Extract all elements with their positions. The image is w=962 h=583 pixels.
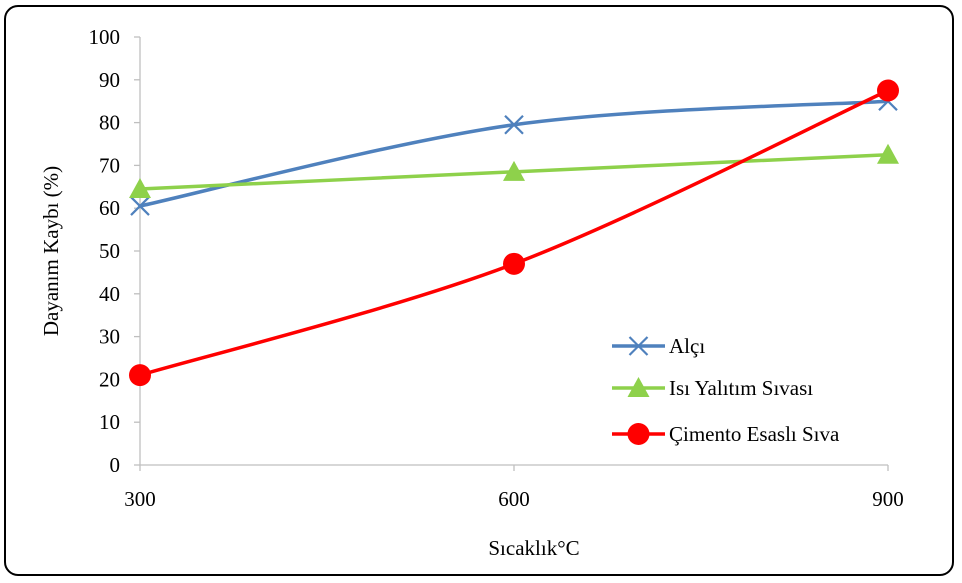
legend-label: Alçı: [669, 334, 705, 358]
data-point: [503, 252, 525, 275]
x-tick-label: 300: [124, 487, 156, 511]
data-point: [129, 177, 151, 198]
y-tick-label: 30: [99, 325, 120, 349]
axes: 0 10 20 30 40 50 60 70 80 90 100 300 600 900: [89, 25, 904, 511]
y-tick-label: 20: [99, 367, 120, 391]
y-tick-label: 70: [99, 153, 120, 177]
legend-label: Isı Yalıtım Sıvası: [669, 376, 813, 400]
legend-label: Çimento Esaslı Sıva: [669, 422, 840, 446]
x-tick-label: 600: [498, 487, 530, 511]
data-point: [877, 143, 899, 164]
x-tick-label: 900: [872, 487, 904, 511]
legend: Alçı Isı Yalıtım Sıvası Çimento Esaslı Sıv…: [612, 334, 840, 446]
data-point: [877, 79, 899, 102]
series-lines: [138, 88, 890, 377]
y-tick-label: 50: [99, 239, 120, 263]
y-tick-label: 100: [89, 25, 121, 49]
chart-frame: [4, 5, 954, 576]
series-line: [138, 99, 890, 208]
legend-marker: [628, 336, 649, 356]
y-tick-label: 40: [99, 282, 120, 306]
y-tick-label: 10: [99, 410, 120, 434]
y-tick-label: 80: [99, 111, 120, 135]
y-tick-label: 60: [99, 196, 120, 220]
data-point: [129, 364, 151, 387]
x-axis-title: Sıcaklık°C: [488, 536, 579, 560]
series-markers: [129, 79, 899, 387]
y-axis-title: Dayanım Kaybı (%): [39, 166, 63, 336]
data-point: [130, 196, 150, 216]
data-point: [504, 114, 524, 135]
legend-marker: [627, 377, 650, 397]
data-point: [503, 160, 525, 181]
y-tick-label: 0: [110, 453, 121, 477]
legend-marker: [627, 423, 650, 445]
y-tick-label: 90: [99, 68, 120, 92]
series-line: [138, 88, 890, 377]
